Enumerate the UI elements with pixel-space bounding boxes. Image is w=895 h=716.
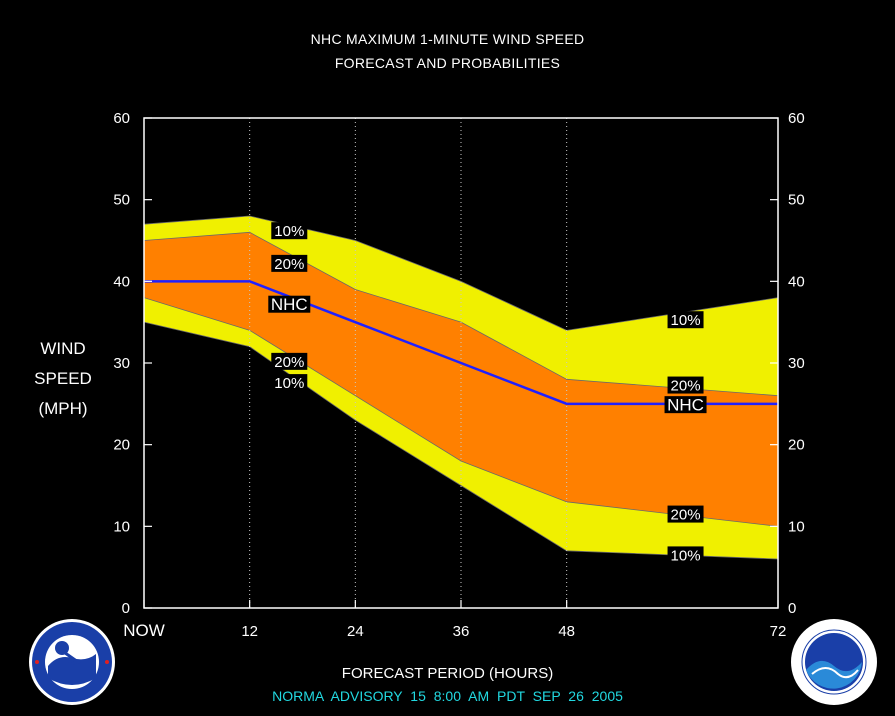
nws-logo xyxy=(29,619,115,705)
label-box-6 xyxy=(667,376,704,394)
x-tick-label-12: 12 xyxy=(241,623,258,640)
band-label-1: 20% xyxy=(274,256,304,273)
y-tick-label-right-50: 50 xyxy=(788,192,805,209)
y-tick-label-left-0: 0 xyxy=(122,600,130,617)
x-axis-label: FORECAST PERIOD (HOURS) xyxy=(341,665,554,682)
x-tick-label-0: NOW xyxy=(123,621,165,640)
label-box-7 xyxy=(664,396,707,414)
y-tick-label-left-40: 40 xyxy=(113,273,130,290)
y-tick-label-left-20: 20 xyxy=(113,437,130,454)
y-tick-label-right-0: 0 xyxy=(788,600,796,617)
y-tick-label-right-60: 60 xyxy=(788,110,805,127)
nhc-forecast-line xyxy=(144,280,778,406)
label-box-8 xyxy=(667,505,704,523)
label-box-0 xyxy=(271,222,308,240)
x-tick-label-48: 48 xyxy=(558,623,575,640)
x-tick-label-72: 72 xyxy=(770,623,787,640)
noaa-logo xyxy=(791,619,877,705)
band-label-4: 10% xyxy=(274,375,304,392)
lower-10pct-line xyxy=(143,321,779,560)
y-axis-label-line1: WIND xyxy=(40,339,86,358)
x-tick-label-24: 24 xyxy=(347,623,364,640)
y-tick-label-right-40: 40 xyxy=(788,273,805,290)
x-tick-label-36: 36 xyxy=(453,623,470,640)
label-box-5 xyxy=(667,311,704,329)
band-label-2: NHC xyxy=(271,295,308,314)
chart-title-line2: FORECAST AND PROBABILITIES xyxy=(334,55,561,71)
band-label-8: 20% xyxy=(671,507,701,524)
label-box-1 xyxy=(271,254,308,272)
y-tick-label-left-50: 50 xyxy=(113,192,130,209)
band-label-9: 10% xyxy=(671,547,701,564)
y-tick-label-right-10: 10 xyxy=(788,518,805,535)
band-label-3: 20% xyxy=(274,354,304,371)
label-box-4 xyxy=(271,374,308,392)
y-tick-label-left-10: 10 xyxy=(113,518,130,535)
y-tick-label-left-30: 30 xyxy=(113,355,130,372)
y-tick-label-left-60: 60 xyxy=(113,110,130,127)
y-axis-label-line3: (MPH) xyxy=(38,399,88,418)
chart-title-line1: NHC MAXIMUM 1-MINUTE WIND SPEED xyxy=(310,31,585,47)
band-label-0: 10% xyxy=(274,223,304,240)
band-label-6: 20% xyxy=(671,378,701,395)
lower-20pct-line xyxy=(143,297,779,527)
y-axis-label-line2: SPEED xyxy=(34,369,92,388)
y-tick-label-right-30: 30 xyxy=(788,355,805,372)
upper-20pct-line xyxy=(143,231,779,397)
band-label-7: NHC xyxy=(667,396,704,415)
label-box-2 xyxy=(268,295,311,313)
label-box-9 xyxy=(667,546,704,564)
y-tick-label-right-20: 20 xyxy=(788,437,805,454)
label-box-3 xyxy=(271,352,308,370)
advisory-line: NORMA ADVISORY 15 8:00 AM PDT SEP 26 200… xyxy=(272,688,623,704)
upper-10pct-line xyxy=(143,215,779,331)
band-label-5: 10% xyxy=(671,312,701,329)
